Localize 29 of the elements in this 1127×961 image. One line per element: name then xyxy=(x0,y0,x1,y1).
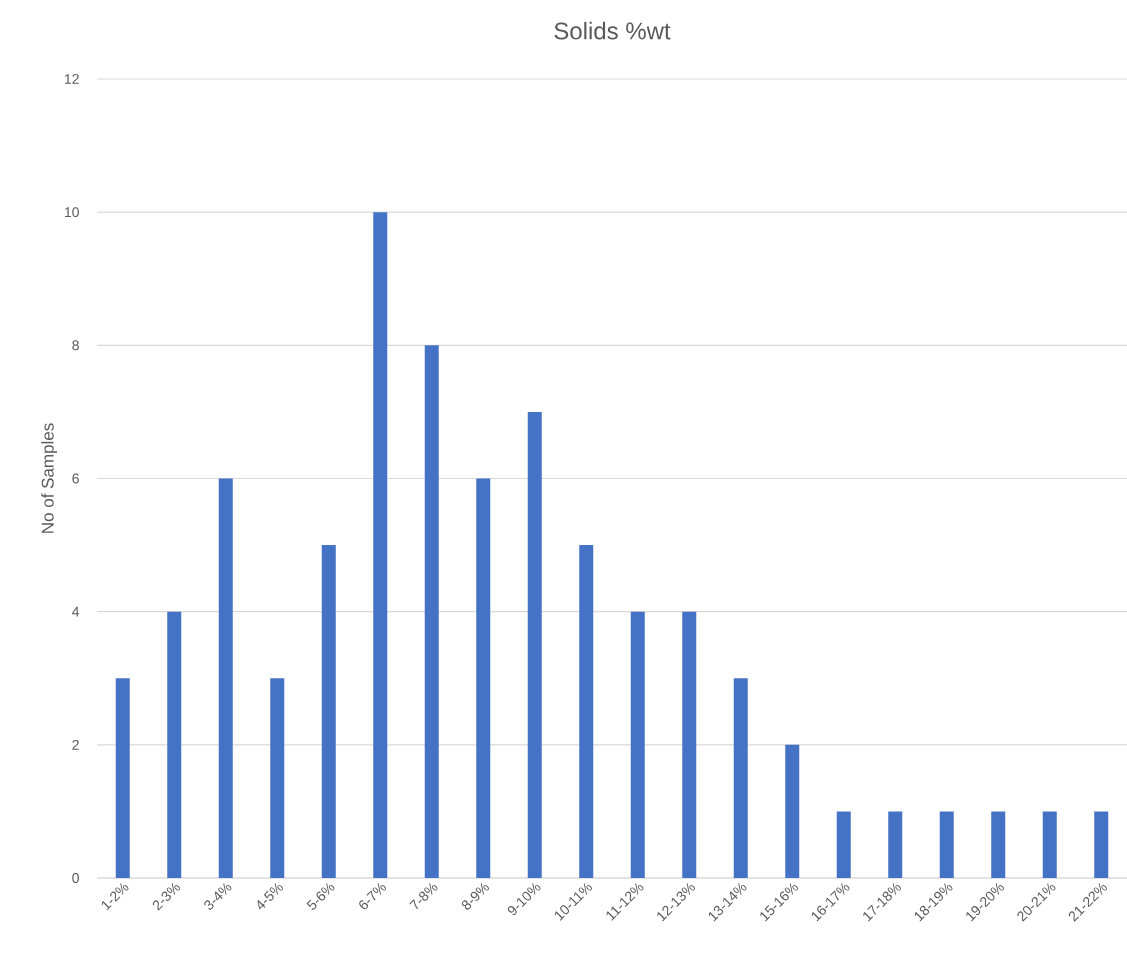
bar xyxy=(424,345,439,878)
bar xyxy=(1094,811,1109,878)
bar xyxy=(527,411,542,878)
bar xyxy=(991,811,1006,878)
y-axis-title: No of Samples xyxy=(41,423,58,533)
bar xyxy=(115,678,130,878)
bar xyxy=(579,545,594,878)
bar xyxy=(888,811,903,878)
bar xyxy=(321,545,336,878)
bar xyxy=(733,678,748,878)
bar xyxy=(373,212,388,878)
y-tick-label: 0 xyxy=(72,873,79,883)
bar xyxy=(939,811,954,878)
bar xyxy=(836,811,851,878)
y-tick-label: 6 xyxy=(72,473,79,484)
y-tick-label: 12 xyxy=(64,74,79,84)
y-tick-label: 8 xyxy=(72,340,79,351)
bar xyxy=(476,478,491,878)
bar xyxy=(167,611,182,878)
bar xyxy=(682,611,697,878)
bar xyxy=(270,678,285,878)
bar xyxy=(1042,811,1057,878)
y-tick-label: 10 xyxy=(64,207,79,218)
y-tick-label: 4 xyxy=(72,606,80,617)
bar xyxy=(218,478,233,878)
y-tick-label: 2 xyxy=(72,739,79,750)
bar xyxy=(630,611,645,878)
chart-title: Solids %wt xyxy=(554,21,671,40)
bar xyxy=(785,744,800,878)
